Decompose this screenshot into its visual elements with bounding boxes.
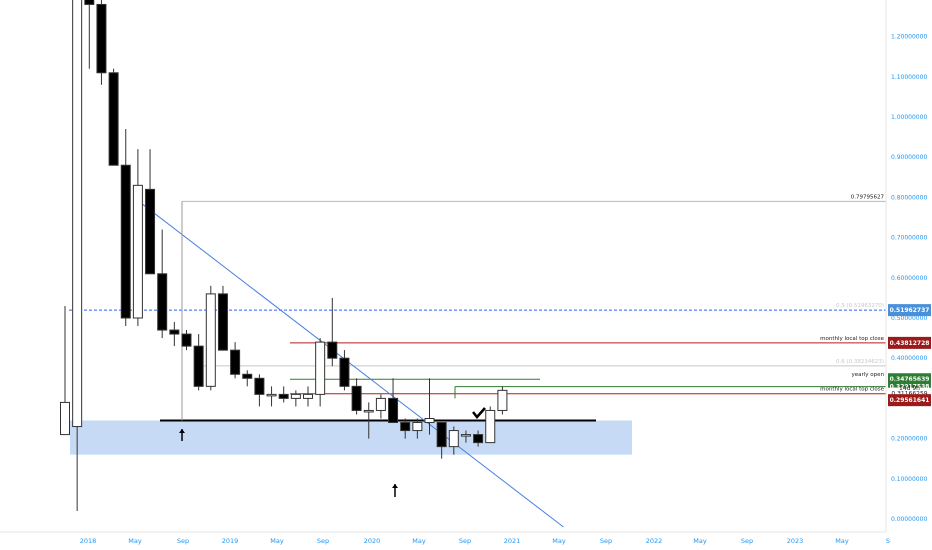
candles-layer (60, 0, 508, 511)
candle-down (157, 273, 168, 331)
y-tick-label: 0.40000000 (891, 355, 927, 362)
candle-down (351, 385, 362, 411)
candle-up (72, 0, 83, 428)
level-label: monthly local top close (820, 336, 884, 342)
y-tick-label: 0.60000000 (891, 275, 927, 282)
current-price-text: 0.29561641 (890, 397, 930, 404)
y-tick-label: 0.00000000 (891, 516, 927, 523)
time-axis[interactable]: 2018 May Sep 2019 May Sep 2020 May Sep 2021 May Sep… (80, 537, 890, 545)
y-tick-label: 1.20000000 (891, 34, 927, 41)
x-tick-label: Sep (741, 537, 753, 545)
candle-up (60, 401, 70, 436)
level-label: 0.6 (0.38234623) (836, 359, 884, 365)
candle-down (436, 422, 447, 448)
x-tick-label: May (270, 537, 284, 545)
support-zone-layer (70, 420, 632, 455)
price-badge-text: 0.43812728 (890, 340, 930, 347)
candle-down (339, 357, 350, 387)
y-tick-label: 0.50000000 (891, 315, 927, 322)
candle-up (205, 293, 216, 387)
candle-down (400, 422, 411, 432)
candle-up (315, 341, 326, 395)
candle-down (217, 293, 228, 351)
support-zone (70, 420, 632, 455)
x-tick-label: 2021 (504, 537, 521, 545)
level-lines-layer: 0.79795627 0.5 (0.51963270) monthly local … (69, 194, 886, 528)
candle-up (132, 184, 143, 319)
level-label: yearly open (851, 372, 884, 378)
y-tick-label: 0.90000000 (891, 154, 927, 161)
y-tick-label: 0.20000000 (891, 436, 927, 443)
candle-down (388, 397, 399, 424)
candle-down (230, 349, 241, 375)
candle-up (448, 430, 459, 448)
level-label: 0.5 (0.51963270) (836, 303, 884, 309)
x-tick-label: May (128, 537, 142, 545)
y-tick-label: 1.00000000 (891, 114, 927, 121)
candle-down (254, 377, 265, 395)
x-tick-label: Sep (600, 537, 612, 545)
candle-up (290, 393, 301, 399)
candle-up (303, 393, 313, 399)
price-badges-layer: 0.51962737 0.43812728 0.347656390.32917538… (888, 304, 931, 407)
x-tick-label: 2020 (364, 537, 381, 545)
x-tick-label: May (412, 537, 426, 545)
candle-up (460, 434, 471, 437)
candle-down (169, 329, 180, 335)
candle-up (485, 409, 496, 444)
annotations-layer (179, 407, 486, 497)
up-arrow-icon-head (392, 484, 398, 488)
candle-down (108, 72, 119, 166)
y-tick-label: 1.10000000 (891, 74, 927, 81)
candle-down (181, 333, 192, 347)
up-arrow-icon-head (179, 429, 185, 433)
candle-down (242, 373, 253, 379)
trendline (138, 201, 564, 528)
candle-down (96, 3, 107, 74)
price-badge (888, 304, 931, 317)
candle-down (84, 0, 95, 5)
countdown-label: 14d 9h (899, 385, 920, 392)
candle-down (120, 164, 131, 319)
candle-up (497, 389, 508, 411)
check-icon (472, 407, 486, 419)
x-tick-label: May (835, 537, 849, 545)
x-tick-label: May (693, 537, 707, 545)
candle-down (145, 188, 156, 275)
x-tick-label: 2019 (222, 537, 239, 545)
price-badge (888, 336, 931, 349)
candle-up (412, 422, 423, 432)
candle-up (424, 418, 435, 424)
candle-down (193, 345, 204, 387)
level-label: monthly local top close (820, 387, 884, 393)
x-tick-label: S (886, 537, 890, 545)
x-tick-label: Sep (459, 537, 471, 545)
x-tick-label: Sep (317, 537, 329, 545)
y-tick-label: 0.80000000 (891, 194, 927, 201)
candle-down (278, 393, 289, 399)
x-tick-label: 2022 (646, 537, 663, 545)
candle-down (327, 341, 338, 359)
x-tick-label: May (552, 537, 566, 545)
y-tick-label: 0.70000000 (891, 235, 927, 242)
price-axis[interactable]: 1.20000000 1.10000000 1.00000000 0.90000000… (891, 34, 927, 523)
x-tick-label: Sep (177, 537, 189, 545)
candle-up (266, 393, 277, 397)
level-label: 0.79795627 (851, 194, 885, 200)
candle-up (363, 409, 374, 413)
price-badge-text: 0.34765639 (890, 376, 930, 383)
price-badge-text: 0.32917538 (890, 384, 930, 391)
price-badge-text: 0.51962737 (890, 307, 930, 314)
x-tick-label: 2018 (80, 537, 97, 545)
x-tick-label: 2023 (787, 537, 804, 545)
y-tick-label: 0.10000000 (891, 476, 927, 483)
current-price-badge (888, 394, 931, 407)
candle-up (375, 397, 386, 411)
candle-down (473, 434, 484, 444)
